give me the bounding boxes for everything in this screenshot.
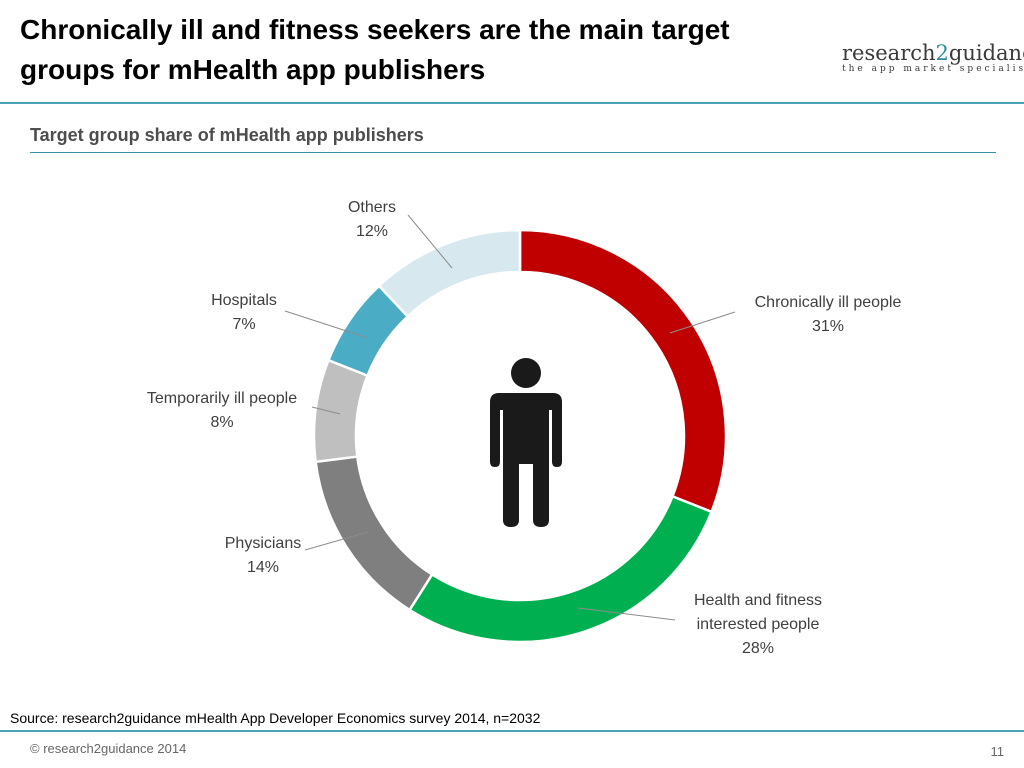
leader-line-chronically-ill-people xyxy=(669,311,736,334)
donut-slice-temporarily-ill-people xyxy=(312,358,370,464)
research2guidance-logo: research2guidance the app market special… xyxy=(842,40,1024,74)
header-divider xyxy=(0,102,1024,104)
copyright-text: © research2guidance 2014 xyxy=(30,741,187,756)
donut-slice-others xyxy=(377,228,522,319)
logo-wordmark: research2guidance xyxy=(842,41,1024,65)
subtitle-divider xyxy=(30,152,996,153)
donut-slice-health-and-fitness-interested-people xyxy=(407,494,714,644)
chart-subtitle: Target group share of mHealth app publis… xyxy=(30,125,424,145)
donut-chart: Chronically ill people 31% Health and fitn… xyxy=(147,199,902,657)
leader-line-others xyxy=(407,214,453,269)
slide-title: Chronically ill and fitness seekers are … xyxy=(20,14,730,85)
page-number: 11 xyxy=(990,744,1005,759)
leader-line-hospitals xyxy=(284,310,369,339)
data-label-physicians: Physicians 14% xyxy=(225,535,301,576)
leader-line-temporarily-ill-people xyxy=(311,406,341,415)
footer-divider xyxy=(0,730,1024,732)
data-label-others: Others 12% xyxy=(348,199,396,240)
data-label-health-and-fitness-interested-people: Health and fitness interested people 28% xyxy=(694,592,822,657)
data-label-temporarily-ill-people: Temporarily ill people 8% xyxy=(147,390,297,431)
person-icon xyxy=(490,358,562,527)
donut-slice-chronically-ill-people xyxy=(518,228,728,514)
leader-line-physicians xyxy=(304,531,369,551)
data-label-chronically-ill-people: Chronically ill people 31% xyxy=(755,294,902,335)
leader-line-health-and-fitness-interested-people xyxy=(577,607,676,621)
donut-slice-physicians xyxy=(314,455,434,612)
source-note: Source: research2guidance mHealth App De… xyxy=(10,710,541,726)
data-label-hospitals: Hospitals 7% xyxy=(211,292,277,333)
logo-tagline: the app market specialists xyxy=(842,64,1024,74)
